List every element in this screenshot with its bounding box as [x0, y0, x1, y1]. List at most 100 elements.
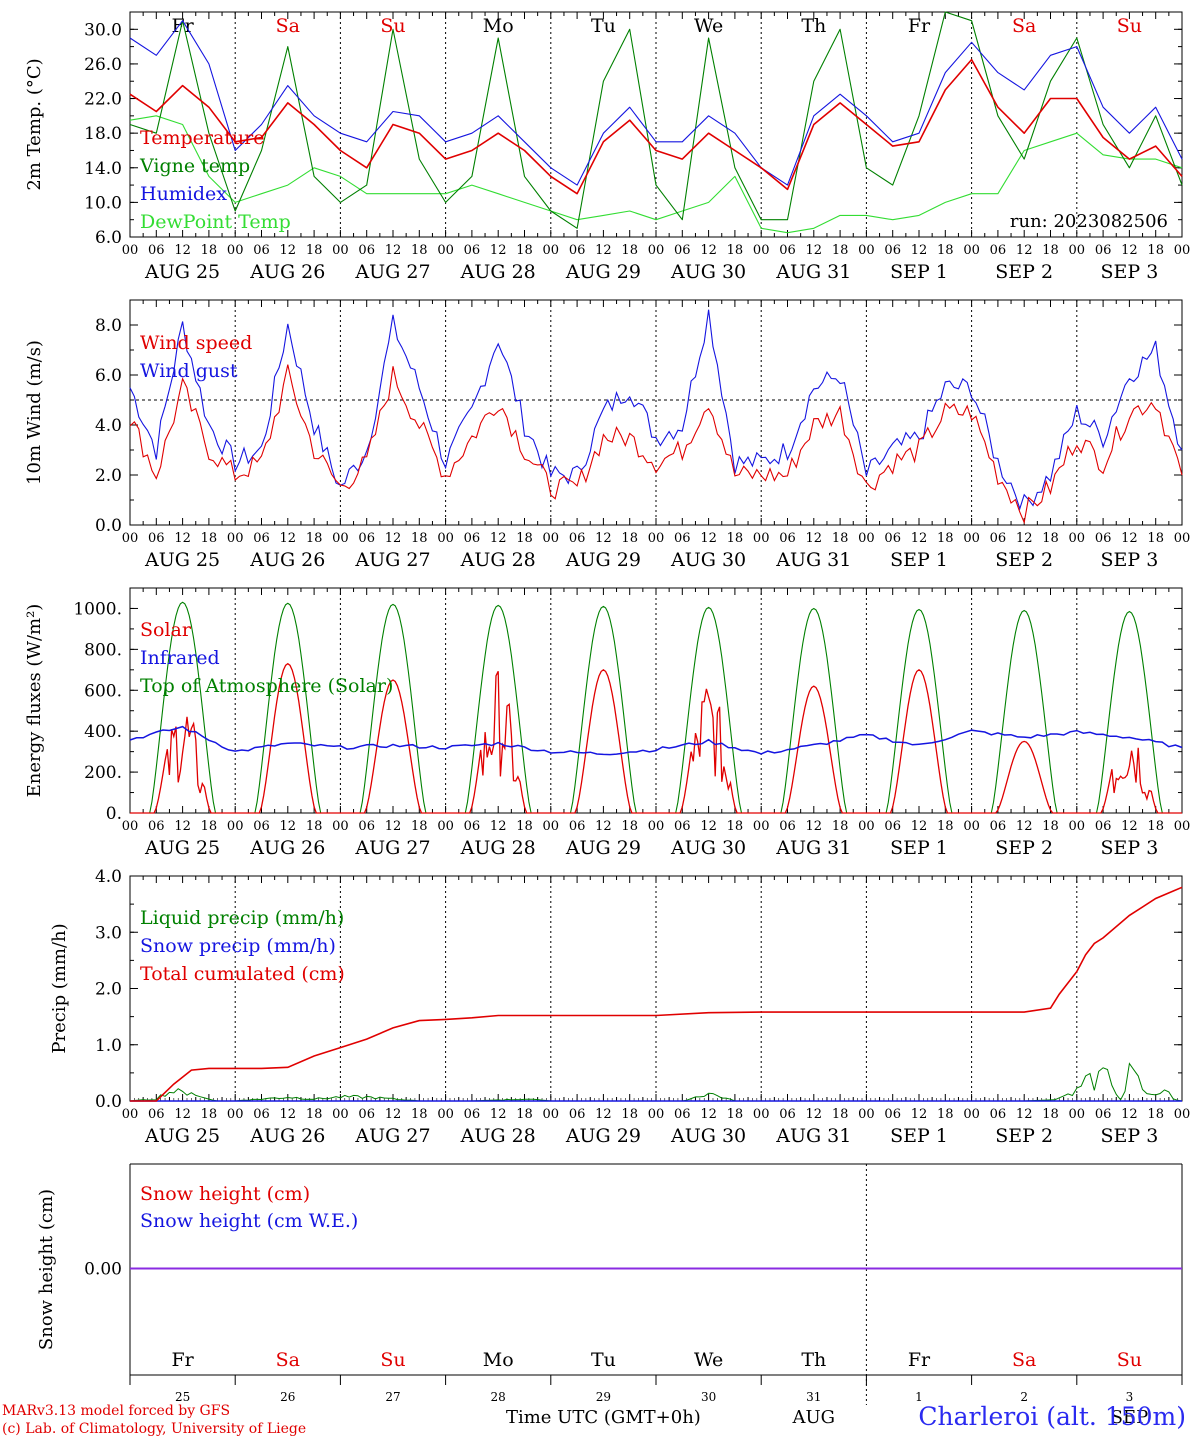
hour-tick-label: 12	[806, 243, 823, 258]
hour-tick-label: 06	[990, 243, 1007, 258]
hour-tick-label: 12	[174, 819, 191, 834]
hour-tick-label: 18	[306, 1107, 323, 1122]
hour-tick-label: 12	[490, 1107, 507, 1122]
y-tick-label: 3.0	[95, 923, 122, 943]
hour-tick-label: 00	[227, 243, 244, 258]
hour-tick-label: 06	[253, 243, 270, 258]
hour-tick-label: 00	[648, 531, 665, 546]
legend-entry: Snow height (cm W.E.)	[140, 1210, 358, 1232]
day-number-label: 25	[175, 1390, 190, 1404]
hour-tick-label: 12	[806, 1107, 823, 1122]
date-label: AUG 27	[354, 549, 430, 571]
hour-tick-label: 00	[122, 531, 139, 546]
y-axis-label: 2m Temp. (°C)	[24, 58, 45, 190]
hour-tick-label: 06	[358, 531, 375, 546]
hour-tick-label: 00	[227, 819, 244, 834]
day-name-label: Tu	[591, 15, 616, 37]
y-tick-label: 4.0	[95, 867, 122, 887]
date-label: AUG 31	[775, 837, 851, 859]
y-axis-label: Energy fluxes (W/m²)	[24, 604, 45, 798]
legend-entry: Liquid precip (mm/h)	[140, 907, 344, 929]
hour-tick-label: 12	[280, 243, 297, 258]
hour-tick-label: 00	[437, 1107, 454, 1122]
hour-tick-label: 18	[727, 531, 744, 546]
hour-tick-label: 06	[779, 1107, 796, 1122]
day-name-label: Mo	[483, 15, 514, 37]
date-label: AUG 31	[775, 549, 851, 571]
hour-tick-label: 06	[1095, 819, 1112, 834]
hour-tick-label: 18	[516, 819, 533, 834]
run-label: run: 2023082506	[1010, 211, 1168, 232]
hour-tick-label: 06	[569, 1107, 586, 1122]
hour-tick-label: 06	[884, 819, 901, 834]
month-label: AUG	[792, 1407, 836, 1428]
y-tick-label: 18.0	[84, 124, 122, 144]
legend-entry: DewPoint Temp	[140, 211, 291, 233]
day-name-label: Su	[380, 15, 405, 37]
date-label: SEP 1	[890, 549, 948, 571]
date-label: AUG 29	[565, 549, 641, 571]
hour-tick-label: 00	[122, 1107, 139, 1122]
hour-tick-label: 18	[727, 1107, 744, 1122]
y-axis-label: 10m Wind (m/s)	[24, 340, 45, 485]
hour-tick-label: 18	[411, 243, 428, 258]
station-label: Charleroi (alt. 150m)	[918, 1402, 1186, 1431]
panel-snow: 0.00 Snow height (cm) Snow height (cm) Snow…	[36, 1163, 1183, 1428]
y-tick-label: 14.0	[84, 159, 122, 179]
hour-tick-label: 18	[306, 531, 323, 546]
hour-tick-label: 06	[148, 531, 165, 546]
hour-tick-label: 12	[1121, 531, 1138, 546]
hour-tick-label: 12	[700, 243, 717, 258]
hour-tick-label: 00	[963, 819, 980, 834]
hour-tick-label: 06	[148, 243, 165, 258]
y-tick-label: 400.	[84, 722, 122, 742]
hour-tick-label: 06	[253, 819, 270, 834]
hour-tick-label: 18	[621, 1107, 638, 1122]
hour-tick-label: 00	[332, 531, 349, 546]
hour-tick-label: 12	[911, 531, 928, 546]
hour-tick-label: 12	[385, 819, 402, 834]
hour-tick-label: 06	[674, 1107, 691, 1122]
hour-tick-label: 00	[543, 1107, 560, 1122]
hour-tick-label: 06	[464, 531, 481, 546]
y-tick-label: 0.	[106, 804, 122, 824]
hour-tick-label: 06	[884, 531, 901, 546]
y-tick-label: 200.	[84, 763, 122, 783]
hour-tick-label: 00	[753, 243, 770, 258]
hour-tick-label: 18	[832, 531, 849, 546]
hour-tick-label: 12	[1016, 531, 1033, 546]
model-credit: MARv3.13 model forced by GFS	[2, 1403, 231, 1419]
date-label: AUG 29	[565, 1125, 641, 1147]
y-tick-label: 4.0	[95, 416, 122, 436]
hour-tick-label: 18	[411, 819, 428, 834]
date-label: AUG 30	[670, 837, 746, 859]
hour-tick-label: 12	[280, 531, 297, 546]
day-number-label: 31	[806, 1390, 821, 1404]
day-number-label: 30	[701, 1390, 716, 1404]
x-axis-label: Time UTC (GMT+0h)	[506, 1407, 701, 1428]
day-name-label: Th	[801, 15, 826, 37]
hour-tick-label: 00	[1069, 1107, 1086, 1122]
date-label: AUG 25	[144, 1125, 220, 1147]
hour-tick-label: 06	[358, 819, 375, 834]
date-label: AUG 25	[144, 261, 220, 283]
hour-tick-label: 06	[1095, 243, 1112, 258]
hour-tick-label: 00	[963, 531, 980, 546]
hour-tick-label: 12	[490, 819, 507, 834]
hour-tick-label: 12	[911, 243, 928, 258]
hour-tick-label: 12	[911, 819, 928, 834]
hour-tick-label: 12	[700, 819, 717, 834]
legend-entry: Wind gust	[140, 360, 238, 382]
hour-tick-label: 18	[201, 819, 218, 834]
hour-tick-label: 06	[464, 1107, 481, 1122]
series-line-temperature	[129, 58, 1183, 195]
hour-tick-label: 00	[332, 1107, 349, 1122]
hour-tick-label: 18	[937, 819, 954, 834]
series-line-infrared	[129, 725, 1183, 756]
day-name-label: We	[694, 15, 723, 37]
date-label: SEP 1	[890, 261, 948, 283]
hour-tick-label: 18	[1042, 531, 1059, 546]
hour-tick-label: 00	[648, 243, 665, 258]
hour-tick-label: 00	[963, 243, 980, 258]
date-label: AUG 30	[670, 1125, 746, 1147]
